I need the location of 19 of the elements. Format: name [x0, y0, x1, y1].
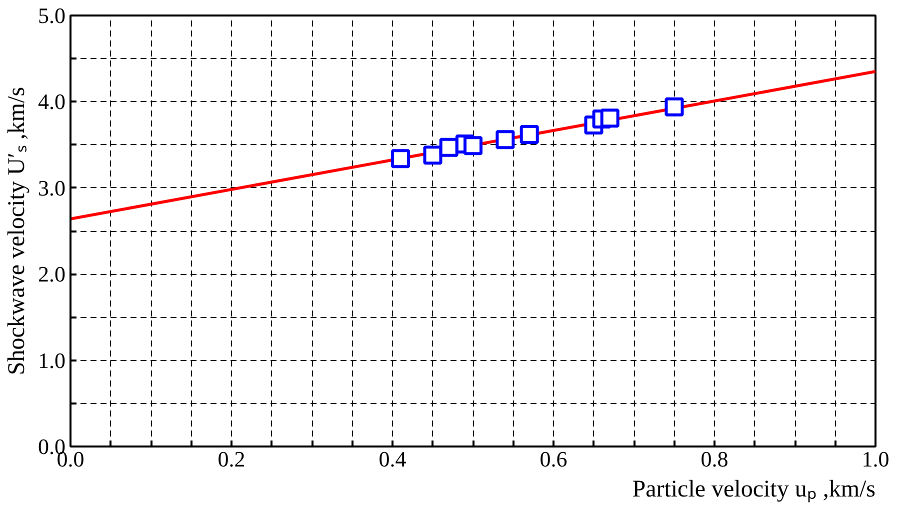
x-tick-label: 1.0 [862, 446, 890, 472]
y-tick-label: 4.0 [38, 89, 66, 114]
x-tick-label: 0.8 [700, 446, 728, 472]
y-tick-label: 2.0 [38, 262, 66, 287]
point [464, 136, 482, 156]
y-axis-title: Shockwave velocity U′ₛ ,km/s [4, 86, 30, 376]
point [520, 124, 539, 144]
x-axis-title: Particle velocity uₚ ,km/s [632, 476, 876, 502]
y-tick-label: 1.0 [38, 348, 66, 373]
point [391, 149, 410, 168]
y-tick-label: 3.0 [38, 175, 66, 200]
point [664, 97, 684, 116]
x-tick-label: 0.6 [540, 446, 568, 472]
x-tick-label: 0.4 [378, 446, 406, 472]
x-tick-label: 0.2 [218, 446, 246, 472]
point [423, 146, 442, 165]
point [496, 130, 515, 150]
y-tick-label: 5.0 [38, 3, 66, 28]
point [600, 108, 620, 128]
